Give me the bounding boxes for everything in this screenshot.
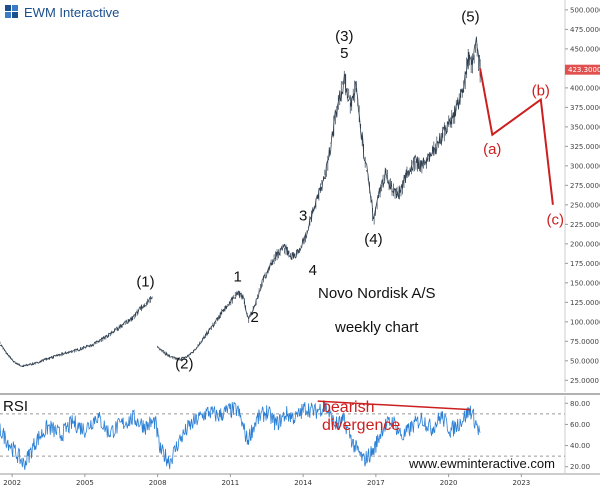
- price-line-segment-1: [0, 296, 153, 367]
- time-tick-label: 2011: [221, 479, 239, 487]
- rsi-tick-label: 20.00: [570, 463, 590, 471]
- rsi-tick-label: 80.00: [570, 400, 590, 408]
- logo-square-3: [5, 12, 11, 18]
- wave-label: (1): [136, 274, 154, 291]
- current-price-tag: 423.3000: [565, 64, 600, 75]
- price-series: [0, 36, 481, 368]
- price-tick-label: 400.0000: [570, 84, 600, 92]
- rsi-tick-label: 60.00: [570, 421, 590, 429]
- time-tick-label: 2014: [294, 479, 312, 487]
- price-tick-label: 500.0000: [570, 6, 600, 14]
- price-tick-label: 375.0000: [570, 104, 600, 112]
- time-tick-label: 2023: [512, 479, 530, 487]
- abc-projection-line: [479, 68, 554, 205]
- wave-label: (b): [532, 83, 550, 100]
- price-tick-label: 75.0000: [570, 338, 599, 346]
- price-tick-label: 175.0000: [570, 260, 600, 268]
- wave-label: 2: [250, 309, 258, 326]
- price-tick-label: 250.0000: [570, 201, 600, 209]
- time-tick-label: 2005: [76, 479, 94, 487]
- logo-square-1: [5, 5, 11, 11]
- brand-logo: EWM Interactive: [5, 5, 119, 20]
- price-tick-label: 200.0000: [570, 240, 600, 248]
- wave-label: 3: [299, 207, 307, 224]
- wave-label: (3): [335, 28, 353, 45]
- price-tick-label: 350.0000: [570, 123, 600, 131]
- wave-label: 4: [309, 262, 317, 279]
- chart-note-company: Novo Nordisk A/S: [318, 285, 436, 302]
- price-tick-label: 150.0000: [570, 279, 600, 287]
- price-tick-label: 50.0000: [570, 357, 599, 365]
- price-tick-label: 225.0000: [570, 221, 600, 229]
- wave-label: (c): [547, 211, 565, 228]
- current-price-tag-box: [565, 64, 600, 75]
- price-line-segment-2: [157, 36, 481, 361]
- rsi-series: [0, 400, 481, 470]
- wave-label: (5): [461, 9, 479, 26]
- divergence-line: [317, 400, 471, 411]
- divergence-label: divergence: [322, 417, 400, 434]
- price-tick-label: 450.0000: [570, 45, 600, 53]
- time-tick-label: 2002: [3, 479, 21, 487]
- wave-label: 5: [340, 45, 348, 62]
- wave-label: (2): [175, 356, 193, 373]
- abc-projection: [479, 68, 554, 205]
- price-tick-label: 100.0000: [570, 318, 600, 326]
- price-tick-label: 300.0000: [570, 162, 600, 170]
- chart-note-timeframe: weekly chart: [334, 319, 419, 336]
- time-tick-label: 2020: [440, 479, 458, 487]
- current-price-label: 423.3000: [568, 66, 600, 74]
- wave-labels: (1) (2) 1 2 3 4 (3)5 (4) (5) (a) (b) (c): [136, 9, 564, 373]
- rsi-tick-label: 40.00: [570, 442, 590, 450]
- time-tick-label: 2008: [149, 479, 167, 487]
- brand-name: EWM Interactive: [24, 5, 119, 20]
- price-tick-label: 325.0000: [570, 143, 600, 151]
- bearish-label: bearish: [322, 399, 374, 416]
- price-tick-label: 475.0000: [570, 26, 600, 34]
- time-x-axis: 2002 2005 2008 2011 2014 2017 2020 2023: [3, 474, 530, 487]
- website-url: www.ewminteractive.com: [408, 456, 555, 471]
- logo-square-4: [12, 12, 18, 18]
- wave-label: 1: [233, 268, 241, 285]
- wave-label: (a): [483, 141, 501, 158]
- rsi-panel-title: RSI: [3, 398, 28, 415]
- price-tick-label: 275.0000: [570, 182, 600, 190]
- rsi-y-axis: 20.00 40.00 60.00 80.00: [565, 400, 590, 471]
- rsi-line: [0, 401, 481, 470]
- price-tick-label: 25.0000: [570, 377, 599, 385]
- time-tick-label: 2017: [367, 479, 385, 487]
- logo-square-2: [12, 5, 18, 11]
- wave-label: (4): [364, 231, 382, 248]
- price-tick-label: 125.0000: [570, 299, 600, 307]
